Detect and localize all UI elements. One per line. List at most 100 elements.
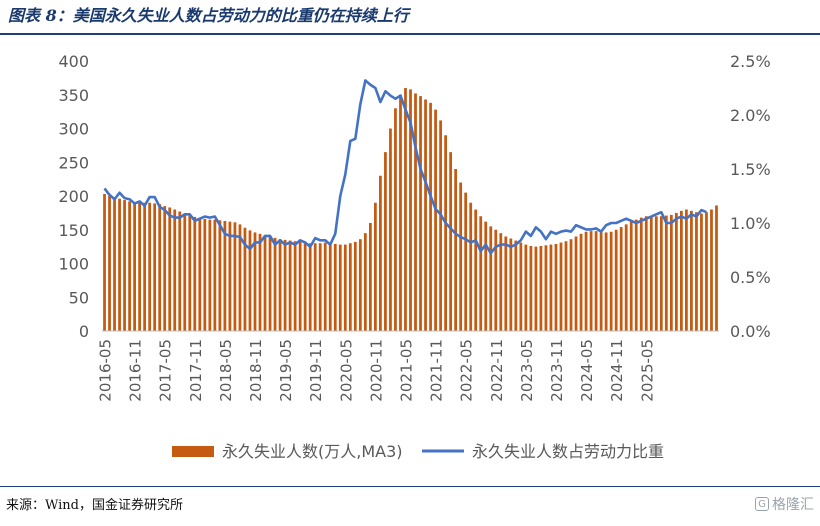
bar	[474, 209, 478, 331]
bar	[248, 230, 252, 331]
bar	[163, 206, 167, 332]
source-note: 来源：Wind，国金证券研究所	[6, 498, 183, 513]
right-tick-label: 2.5%	[730, 52, 771, 71]
bar	[589, 231, 593, 331]
bar	[153, 203, 157, 331]
bar	[424, 99, 427, 331]
title-divider	[0, 33, 820, 35]
bar	[599, 231, 603, 331]
bar	[389, 128, 392, 331]
bar	[644, 216, 648, 331]
bar	[554, 243, 558, 331]
x-tick-labels: 2016-05 2016-11 2017-05 2017-11 2018-05 2018-…	[97, 339, 657, 402]
bar	[710, 209, 713, 331]
x-tick-label: 2019-05	[277, 339, 295, 402]
bar	[454, 169, 458, 331]
bar	[168, 207, 172, 331]
bar	[113, 197, 116, 331]
bar	[604, 232, 608, 331]
bar	[399, 94, 402, 331]
bar	[238, 224, 242, 331]
bar	[228, 221, 232, 331]
left-tick-label: 100	[58, 255, 89, 274]
bar	[629, 221, 633, 331]
bar	[318, 243, 322, 331]
bar	[409, 89, 412, 331]
bar	[459, 182, 463, 331]
bar	[298, 241, 302, 331]
x-tick-label: 2021-05	[398, 339, 416, 402]
bar	[429, 102, 432, 331]
bar	[534, 246, 538, 332]
bar	[374, 202, 377, 331]
bar	[664, 215, 668, 331]
bar	[444, 135, 447, 331]
bar	[328, 243, 332, 331]
bar	[323, 242, 327, 331]
x-tick-label: 2024-05	[578, 339, 596, 402]
chart-axes: 0 50 100 150 200 250 300 350 400 0.0% 0.5% 1.0% 1.5%…	[58, 52, 770, 341]
x-tick-label: 2020-05	[337, 339, 355, 402]
bar	[414, 93, 417, 332]
x-tick-label: 2016-11	[127, 339, 145, 402]
bar	[208, 219, 212, 332]
bar	[278, 239, 282, 331]
bar-series	[103, 88, 718, 332]
x-tick-label: 2021-11	[428, 339, 446, 402]
bar	[253, 232, 257, 331]
right-tick-label: 1.5%	[730, 160, 771, 179]
bar	[308, 243, 312, 331]
bar	[178, 211, 182, 331]
bar	[368, 223, 372, 331]
left-tick-label: 400	[58, 52, 89, 71]
bar	[223, 220, 227, 331]
bar	[313, 243, 317, 331]
bar	[333, 243, 337, 331]
combo-chart: 0 50 100 150 200 250 300 350 400 0.0% 0.5% 1.0% 1.5%…	[58, 52, 770, 461]
bar	[514, 240, 518, 331]
x-tick-label: 2018-11	[247, 339, 265, 402]
bar	[123, 200, 126, 331]
bar	[118, 198, 121, 331]
left-tick-label: 0	[79, 322, 89, 341]
bar	[449, 152, 453, 332]
x-tick-label: 2018-05	[217, 339, 235, 402]
bar	[303, 242, 307, 331]
right-tick-label: 2.0%	[730, 106, 771, 125]
bar	[103, 193, 106, 331]
bar	[173, 209, 177, 331]
bar	[283, 239, 287, 332]
bar	[348, 243, 352, 331]
x-tick-label: 2017-11	[187, 339, 205, 402]
bar	[288, 240, 292, 331]
bar	[273, 237, 277, 331]
chart-title: 图表 8：美国永久失业人数占劳动力的比重仍在持续上行	[8, 6, 409, 25]
left-tick-label: 50	[69, 288, 89, 307]
bar	[434, 109, 437, 331]
bar	[203, 218, 207, 331]
bar	[619, 227, 623, 331]
bar	[384, 152, 387, 332]
left-tick-label: 150	[58, 221, 89, 240]
ratio-line	[103, 79, 707, 255]
bar	[504, 236, 508, 331]
x-tick-label: 2019-11	[307, 339, 325, 402]
bar	[539, 245, 543, 331]
bar	[469, 202, 473, 331]
bar	[379, 175, 382, 331]
bar	[233, 222, 237, 331]
bar	[263, 235, 267, 331]
right-tick-label: 0.5%	[730, 268, 771, 287]
bar	[489, 226, 493, 332]
line-series	[103, 79, 707, 255]
bar	[549, 244, 553, 331]
legend-line-label: 永久失业人数占劳动力比重	[472, 442, 664, 461]
bar	[158, 204, 162, 331]
bar	[258, 233, 262, 331]
x-tick-label: 2022-05	[458, 339, 476, 402]
bar	[484, 221, 488, 331]
bar	[614, 229, 618, 331]
bar	[128, 201, 131, 331]
bar	[183, 213, 187, 331]
x-tick-label: 2024-11	[608, 339, 626, 402]
